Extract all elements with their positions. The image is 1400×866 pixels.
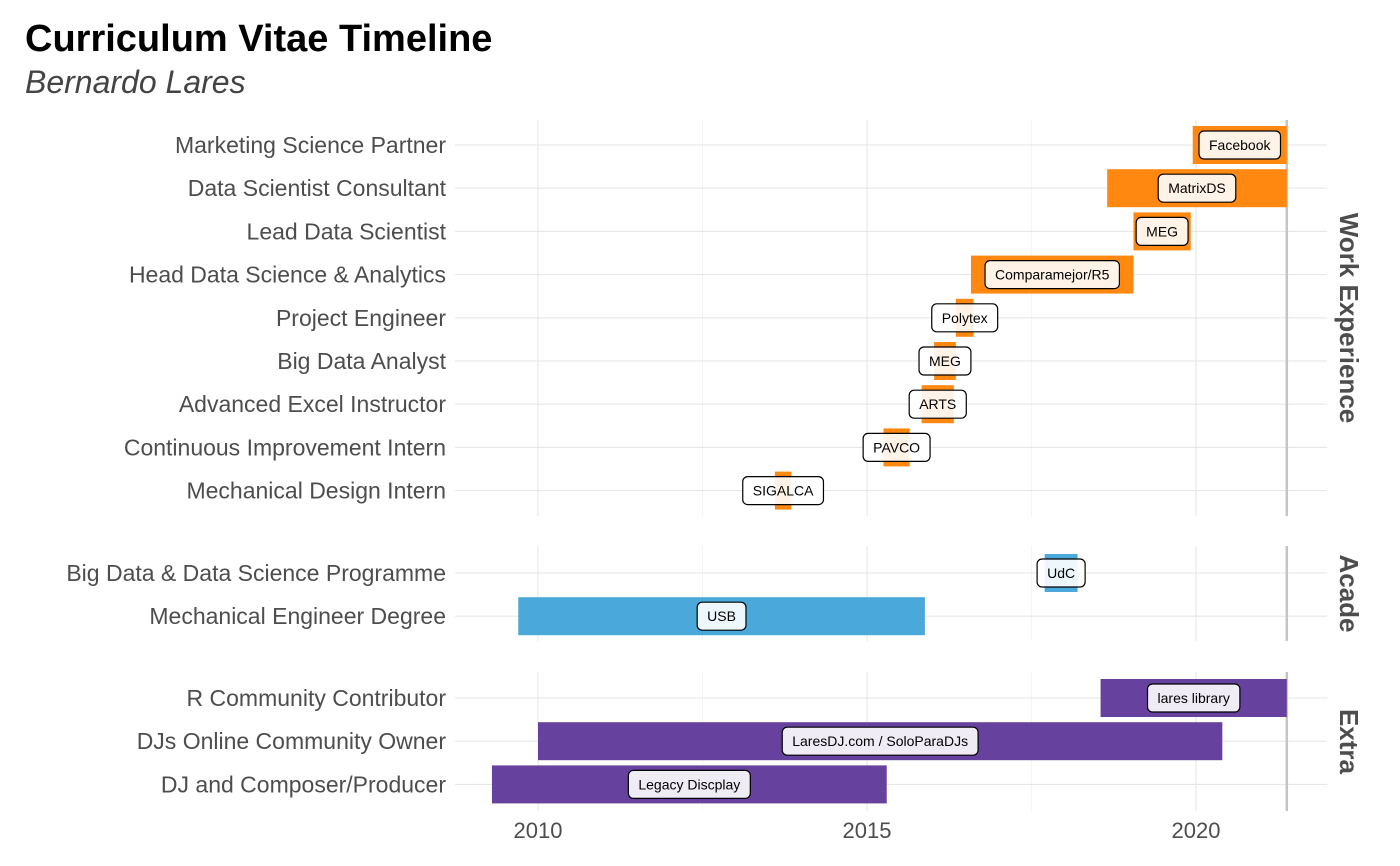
row-label: Lead Data Scientist [247, 218, 447, 244]
row-label: Head Data Science & Analytics [129, 262, 446, 288]
place-label: UdC [1036, 558, 1086, 588]
row-label: Project Engineer [276, 305, 446, 331]
row-label: R Community Contributor [187, 685, 447, 711]
place-label: MEG [918, 346, 972, 376]
row-label: Big Data & Data Science Programme [66, 560, 446, 586]
place-label-box [1036, 558, 1086, 588]
chart-subtitle: Bernardo Lares [25, 64, 246, 100]
place-label-text: PAVCO [873, 439, 920, 455]
x-tick-label: 2020 [1172, 818, 1221, 843]
place-label-text: MatrixDS [1168, 180, 1226, 196]
place-label: Comparamejor/R5 [984, 260, 1121, 290]
place-label: PAVCO [862, 432, 931, 462]
place-label-box [908, 389, 967, 419]
place-label-box [984, 260, 1121, 290]
place-label: LaresDJ.com / SoloParaDJs [781, 726, 979, 756]
place-label: USB [696, 601, 747, 631]
place-label-text: MEG [929, 353, 961, 369]
place-label-text: Facebook [1209, 137, 1271, 153]
place-label-box [1198, 130, 1282, 160]
place-label-box [862, 432, 931, 462]
place-label-box [742, 476, 825, 506]
place-label-box [696, 601, 747, 631]
panel-strip-label: Extra [1334, 709, 1364, 775]
place-label: Facebook [1198, 130, 1282, 160]
row-label: Continuous Improvement Intern [124, 434, 446, 460]
place-label-text: ARTS [919, 396, 956, 412]
place-label-text: Legacy Discplay [638, 776, 740, 792]
row-label: DJs Online Community Owner [137, 728, 447, 754]
row-label: DJ and Composer/Producer [161, 771, 446, 797]
place-label-text: UdC [1047, 565, 1075, 581]
panel-strip-label: Acade [1334, 554, 1364, 632]
place-label-box [918, 346, 972, 376]
place-label-box [1146, 683, 1241, 713]
place-label-text: Comparamejor/R5 [995, 267, 1110, 283]
place-label-text: MEG [1146, 223, 1178, 239]
row-label: Mechanical Design Intern [186, 478, 446, 504]
row-label: Marketing Science Partner [175, 132, 446, 158]
place-label: lares library [1146, 683, 1241, 713]
x-tick-label: 2010 [514, 818, 563, 843]
place-label-text: SIGALCA [753, 483, 814, 499]
place-label-box [781, 726, 979, 756]
row-label: Advanced Excel Instructor [179, 391, 447, 417]
place-label: Polytex [931, 303, 999, 333]
place-label-text: USB [707, 608, 736, 624]
chart-title: Curriculum Vitae Timeline [25, 18, 493, 60]
place-label-box [1135, 216, 1189, 246]
row-label: Mechanical Engineer Degree [149, 603, 446, 629]
place-label: ARTS [908, 389, 967, 419]
place-label: MEG [1135, 216, 1189, 246]
place-label-box [627, 769, 751, 800]
panel-1: Big Data & Data Science Programme Mechani… [66, 546, 1364, 641]
row-label: Big Data Analyst [277, 348, 446, 374]
place-label-text: lares library [1158, 690, 1230, 706]
place-label: MatrixDS [1157, 173, 1237, 203]
panel-2: R Community Contributor DJs Online Commun… [137, 672, 1364, 811]
place-label-text: LaresDJ.com / SoloParaDJs [792, 733, 968, 749]
place-label: SIGALCA [742, 476, 825, 506]
place-label-box [1157, 173, 1237, 203]
panel-strip-label: Work Experience [1334, 213, 1364, 424]
place-label-box [931, 303, 999, 333]
panel-0: Marketing Science Partner Data Scientist … [124, 120, 1364, 516]
row-label: Data Scientist Consultant [188, 175, 447, 201]
place-label: Legacy Discplay [627, 769, 751, 800]
place-label-text: Polytex [942, 310, 988, 326]
x-tick-label: 2015 [843, 818, 892, 843]
